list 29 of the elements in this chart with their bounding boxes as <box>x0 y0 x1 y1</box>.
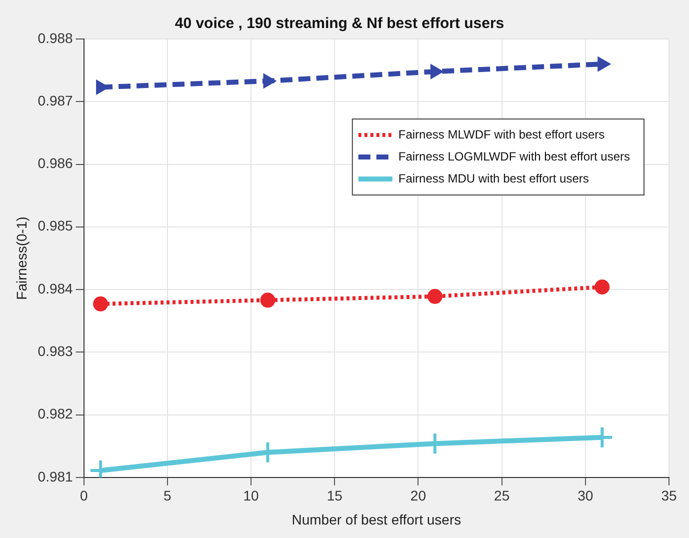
x-tick-label: 35 <box>661 488 677 504</box>
point <box>93 296 108 312</box>
y-tick-label: 0.981 <box>38 468 74 484</box>
legend-label: Fairness MLWDF with best effort users <box>398 127 605 142</box>
point <box>263 74 276 88</box>
y-tick-label: 0.984 <box>38 280 74 296</box>
y-tick-label: 0.988 <box>38 30 74 46</box>
chart-title: 40 voice , 190 streaming & Nf best effort users <box>174 15 504 32</box>
x-tick-label: 20 <box>410 488 426 504</box>
y-tick-label: 0.987 <box>38 92 74 108</box>
x-tick-label: 25 <box>494 488 510 504</box>
x-tick-label: 0 <box>80 488 88 504</box>
point <box>598 57 610 71</box>
legend-label: Fairness LOGMLWDF with best effort users <box>398 149 630 164</box>
point <box>260 292 276 308</box>
y-tick-label: 0.985 <box>38 218 74 234</box>
point <box>594 280 610 295</box>
x-tick-label: 30 <box>578 488 594 504</box>
x-tick-label: 15 <box>326 488 343 504</box>
x-tick-label: 10 <box>243 488 260 504</box>
y-tick-label: 0.982 <box>38 406 74 422</box>
point <box>430 64 442 78</box>
x-axis-title: Number of best effort users <box>292 511 462 528</box>
y-tick-label: 0.986 <box>38 155 74 172</box>
x-tick-label: 5 <box>164 488 172 504</box>
point <box>427 288 442 304</box>
legend-label: Fairness MDU with best effort users <box>398 171 589 186</box>
y-axis-title: Fairness(0-1) <box>13 216 30 300</box>
y-tick-label: 0.983 <box>38 343 74 359</box>
